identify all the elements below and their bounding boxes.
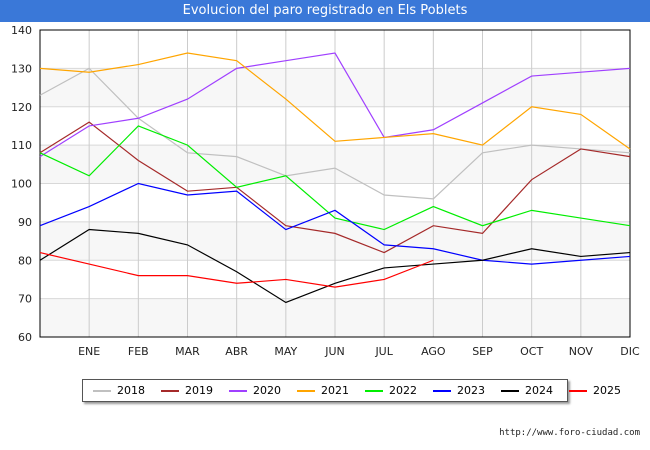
x-tick-label: MAY	[274, 345, 297, 358]
chart-title: Evolucion del paro registrado en Els Pob…	[0, 0, 650, 22]
legend-label: 2021	[321, 384, 349, 397]
y-tick-label: 100	[11, 178, 32, 191]
x-tick-label: ABR	[225, 345, 248, 358]
x-tick-label: JUL	[374, 345, 393, 358]
legend-swatch	[365, 389, 383, 392]
legend-label: 2022	[389, 384, 417, 397]
series-line-2019	[39, 121, 631, 254]
legend-label: 2020	[253, 384, 281, 397]
y-tick-label: 60	[18, 331, 32, 344]
legend-label: 2023	[457, 384, 485, 397]
y-tick-label: 80	[18, 254, 32, 267]
legend-label: 2024	[525, 384, 553, 397]
footer-url[interactable]: http://www.foro-ciudad.com	[499, 428, 640, 438]
y-tick-label: 110	[11, 139, 32, 152]
x-tick-label: MAR	[175, 345, 200, 358]
legend-label: 2018	[117, 384, 145, 397]
legend-label: 2025	[593, 384, 621, 397]
x-tick-label: DIC	[620, 345, 640, 358]
series-line-2024	[39, 228, 631, 304]
legend-item-2021: 2021	[297, 384, 349, 397]
legend-swatch	[501, 389, 519, 392]
legend-swatch	[93, 389, 111, 392]
y-tick-label: 90	[18, 216, 32, 229]
legend-item-2025: 2025	[569, 384, 621, 397]
x-tick-label: ENE	[78, 345, 100, 358]
legend: 2018 2019 2020 2021 2022 2023 2024 2025	[82, 379, 621, 402]
x-tick-label: NOV	[569, 345, 594, 358]
legend-label: 2019	[185, 384, 213, 397]
legend-item-2024: 2024	[501, 384, 553, 397]
legend-swatch	[229, 389, 247, 392]
x-tick-label: JUN	[324, 345, 345, 358]
legend-swatch	[433, 389, 451, 392]
x-tick-label: FEB	[128, 345, 149, 358]
y-tick-label: 120	[11, 101, 32, 114]
series-line-2023	[39, 182, 631, 265]
y-tick-label: 70	[18, 293, 32, 306]
y-tick-label: 140	[11, 24, 32, 37]
legend-swatch	[297, 389, 315, 392]
series-line-2021	[39, 52, 631, 150]
x-tick-label: OCT	[520, 345, 543, 358]
x-tick-label: SEP	[472, 345, 493, 358]
y-tick-label: 130	[11, 62, 32, 75]
legend-swatch	[569, 389, 587, 392]
legend-swatch	[161, 389, 179, 392]
legend-item-2020: 2020	[229, 384, 281, 397]
legend-item-2023: 2023	[433, 384, 485, 397]
legend-item-2019: 2019	[161, 384, 213, 397]
legend-item-2022: 2022	[365, 384, 417, 397]
plot-frame	[39, 29, 631, 338]
series-line-2022	[39, 125, 631, 231]
legend-item-2018: 2018	[93, 384, 145, 397]
series-line-2025	[39, 251, 434, 288]
series-line-2020	[39, 52, 631, 158]
x-tick-label: AGO	[421, 345, 446, 358]
